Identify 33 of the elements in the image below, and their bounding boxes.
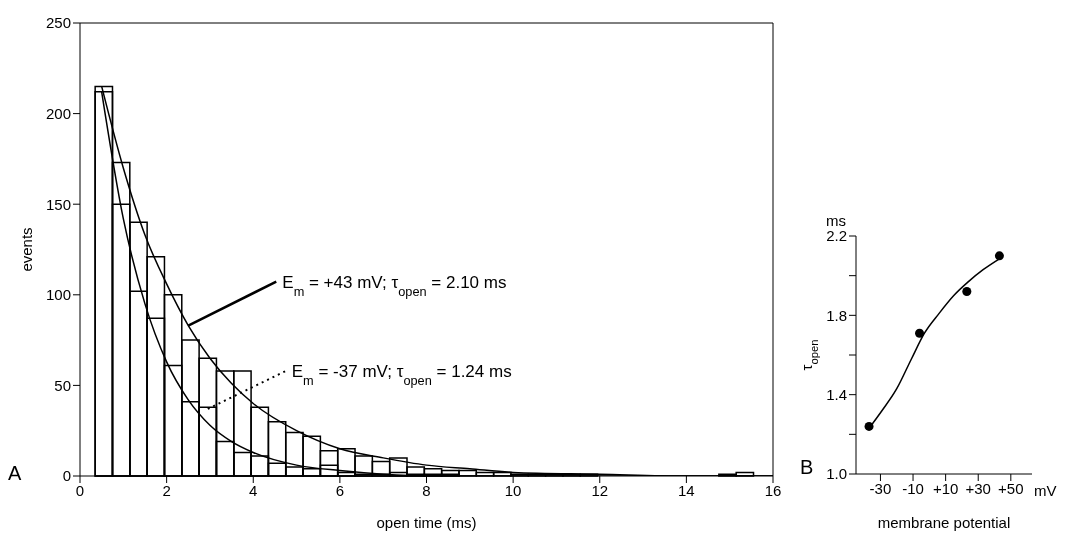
y-tick-label: 0	[62, 467, 71, 485]
text: ms	[826, 212, 846, 229]
y-axis-title: events	[18, 227, 35, 272]
y-tick-label: 200	[45, 104, 71, 122]
y-tick-label: 2.2	[826, 227, 847, 245]
x-tick-label: 12	[591, 481, 609, 499]
y-tick-label: 100	[45, 286, 71, 304]
x-axis-title: membrane potential	[877, 514, 1011, 531]
x-tick-label: -30	[869, 479, 892, 497]
x-tick-label: 8	[422, 481, 431, 499]
y-tick-label: 1.4	[826, 385, 847, 403]
text: A	[8, 462, 22, 485]
x-tick-label: 16	[764, 481, 782, 499]
x-tick-label: -10	[902, 479, 924, 497]
x-tick-label: 14	[678, 481, 695, 499]
x-tick-label: 0	[75, 481, 85, 499]
y-tick-label: 50	[54, 376, 71, 394]
x-tick-label: 6	[335, 481, 345, 499]
x-axis-title: open time (ms)	[376, 514, 477, 531]
x-tick-label: +10	[932, 479, 959, 497]
x-tick-label: 4	[249, 481, 258, 499]
text: mV	[1034, 482, 1057, 499]
annotation: E$_{m}$ = -37 mV; τ$_{open}$ = 1.24 ms	[291, 361, 512, 388]
y-tick-label: 250	[45, 14, 71, 32]
annotation: E$_{m}$ = +43 mV; τ$_{open}$ = 2.10 ms	[282, 272, 507, 299]
x-tick-label: +50	[998, 479, 1024, 497]
text: B	[800, 456, 814, 479]
y-tick-label: 150	[45, 195, 71, 213]
x-tick-label: 2	[162, 481, 171, 499]
x-tick-label: 10	[504, 481, 522, 499]
y-tick-label: 1.8	[826, 306, 847, 324]
x-tick-label: +30	[965, 479, 991, 497]
y-tick-label: 1.0	[826, 465, 847, 483]
